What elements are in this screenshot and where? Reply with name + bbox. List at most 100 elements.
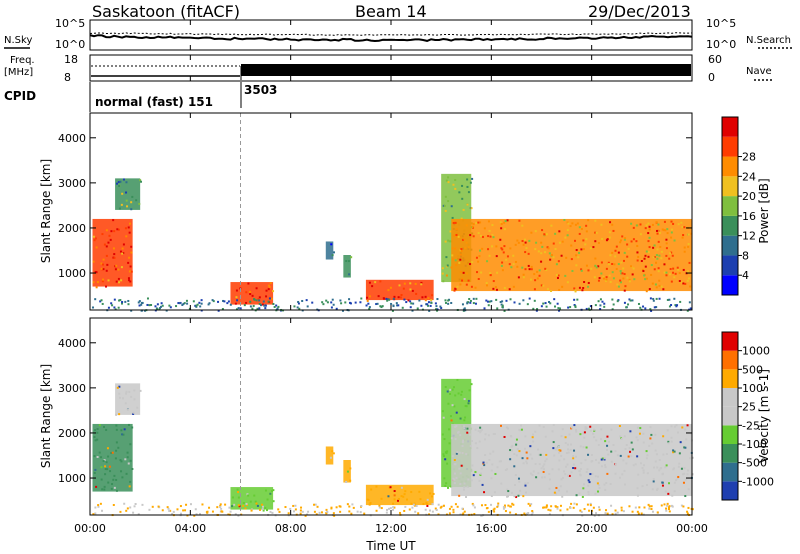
near-range-speck xyxy=(299,509,302,512)
scatter-speck xyxy=(607,453,610,456)
scatter-speck xyxy=(95,485,98,488)
scatter-speck xyxy=(113,230,116,233)
scatter-speck xyxy=(455,476,458,479)
scatter-speck xyxy=(607,263,610,266)
scatter-speck xyxy=(583,431,586,434)
near-range-speck xyxy=(437,503,440,506)
scatter-speck xyxy=(471,177,474,180)
scatter-speck xyxy=(426,504,429,507)
near-range-speck xyxy=(368,306,371,309)
scatter-speck xyxy=(662,435,665,438)
scatter-speck xyxy=(548,472,551,475)
scatter-speck xyxy=(451,254,454,257)
near-range-speck xyxy=(655,306,658,309)
scatter-speck xyxy=(575,494,578,497)
near-range-speck xyxy=(200,302,203,305)
scatter-speck xyxy=(96,281,99,284)
scatter-speck xyxy=(529,453,532,456)
scatter-speck xyxy=(118,281,121,284)
scatter-speck xyxy=(491,245,494,248)
scatter-speck xyxy=(127,408,130,411)
scatter-speck xyxy=(605,449,608,452)
scatter-speck xyxy=(544,460,547,463)
scatter-speck xyxy=(545,453,548,456)
scatter-speck xyxy=(534,430,537,433)
scatter-speck xyxy=(644,278,647,281)
scatter-speck xyxy=(268,285,271,288)
scatter-speck xyxy=(490,477,493,480)
scatter-speck xyxy=(527,252,530,255)
scatter-speck xyxy=(105,254,108,257)
near-range-speck xyxy=(385,297,388,300)
near-range-speck xyxy=(121,301,124,304)
near-range-speck xyxy=(436,298,439,301)
scatter-speck xyxy=(105,285,108,288)
near-range-speck xyxy=(393,506,396,509)
near-range-speck xyxy=(119,299,122,302)
near-range-speck xyxy=(637,512,640,515)
scatter-speck xyxy=(136,406,139,409)
scatter-speck xyxy=(444,240,447,243)
near-range-speck xyxy=(496,505,499,508)
scatter-speck xyxy=(509,449,512,452)
near-range-speck xyxy=(348,298,351,301)
scatter-speck xyxy=(548,252,551,255)
near-range-speck xyxy=(522,299,525,302)
near-range-speck xyxy=(512,503,515,506)
scatter-speck xyxy=(251,294,254,297)
scatter-speck xyxy=(652,246,655,249)
scatter-speck xyxy=(540,252,543,255)
near-range-speck xyxy=(249,305,252,308)
scatter-speck xyxy=(120,470,123,473)
scatter-speck xyxy=(524,482,527,485)
near-range-speck xyxy=(687,506,690,509)
scatter-speck xyxy=(451,216,454,219)
near-range-speck xyxy=(559,504,562,507)
scatter-speck xyxy=(591,472,594,475)
near-range-speck xyxy=(639,306,642,309)
scatter-speck xyxy=(564,473,567,476)
colorbar-tick-label: 8 xyxy=(742,249,749,262)
scatter-speck xyxy=(448,240,451,243)
near-range-speck xyxy=(172,510,175,513)
near-range-speck xyxy=(467,301,470,304)
scatter-speck xyxy=(628,447,631,450)
scatter-speck xyxy=(453,289,456,292)
scatter-speck xyxy=(578,251,581,254)
scatter-speck xyxy=(585,230,588,233)
scatter-speck xyxy=(552,256,555,259)
near-range-speck xyxy=(92,306,95,309)
scatter-speck xyxy=(600,438,603,441)
scatter-speck xyxy=(442,204,445,207)
scatter-speck xyxy=(576,222,579,225)
scatter-speck xyxy=(254,500,257,503)
scatter-speck xyxy=(597,279,600,282)
near-range-speck xyxy=(412,503,415,506)
scatter-speck xyxy=(496,271,499,274)
near-range-speck xyxy=(548,300,551,303)
near-range-speck xyxy=(501,306,504,309)
near-range-speck xyxy=(177,302,180,305)
near-range-speck xyxy=(129,506,132,509)
y-tick-label: 3000 xyxy=(58,177,86,190)
scatter-speck xyxy=(538,453,541,456)
scatter-speck xyxy=(449,388,452,391)
near-range-speck xyxy=(212,300,215,303)
near-range-speck xyxy=(352,506,355,509)
scatter-speck xyxy=(516,265,519,268)
scatter-speck xyxy=(609,483,612,486)
scatter-speck xyxy=(482,461,485,464)
scatter-speck xyxy=(606,238,609,241)
scatter-speck xyxy=(615,245,618,248)
scatter-speck xyxy=(500,247,503,250)
scatter-speck xyxy=(414,282,417,285)
near-range-speck xyxy=(544,302,547,305)
scatter-speck xyxy=(689,457,692,460)
scatter-speck xyxy=(673,239,676,242)
scatter-speck xyxy=(651,282,654,285)
scatter-speck xyxy=(588,481,591,484)
scatter-speck xyxy=(512,254,515,257)
scatter-speck xyxy=(463,419,466,422)
scatter-speck xyxy=(454,259,457,262)
scatter-speck xyxy=(489,272,492,275)
